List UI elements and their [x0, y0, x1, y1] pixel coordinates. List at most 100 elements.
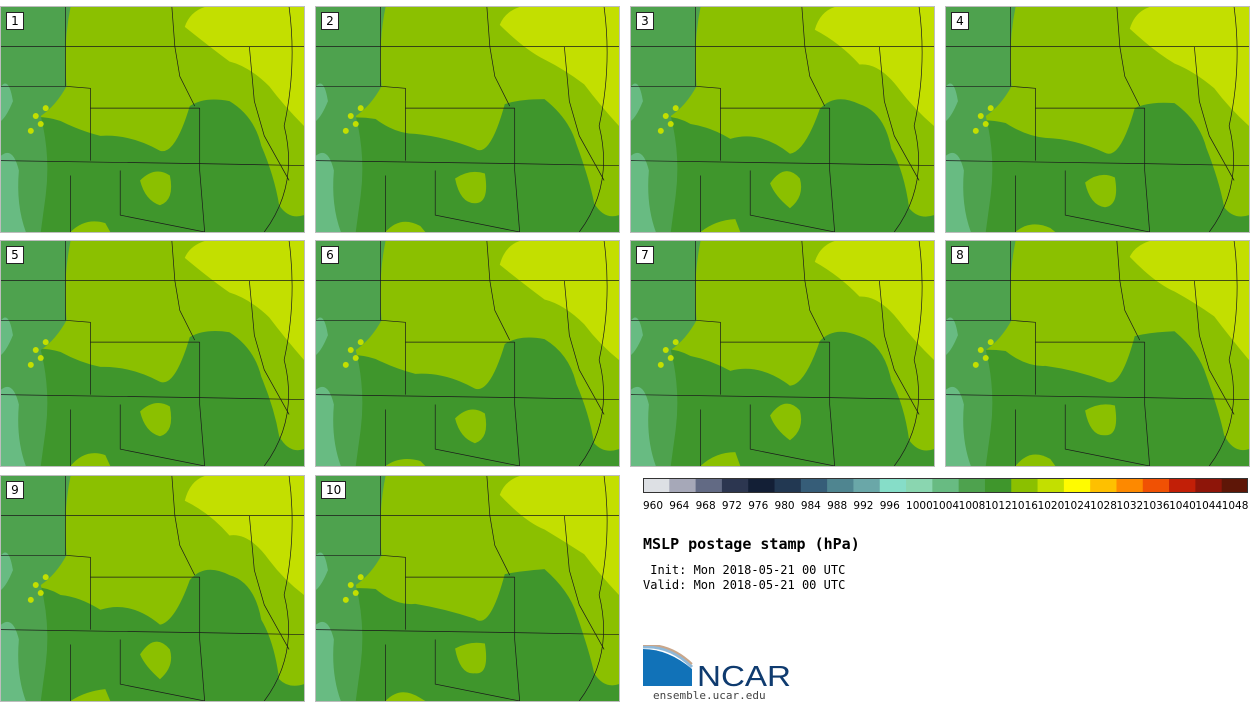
- terrain-light-field: [946, 317, 958, 355]
- state-border: [119, 170, 205, 232]
- state-border: [1194, 46, 1235, 181]
- colorbar-tick-label: 1040: [1169, 500, 1196, 512]
- ensemble-member-panel-3: 3: [630, 6, 935, 233]
- colorbar-tick-label: 1020: [1038, 500, 1065, 512]
- low-pressure-field: [316, 99, 619, 232]
- terrain-light-field: [946, 152, 971, 232]
- colorbar-swatch: [1011, 478, 1039, 493]
- mslp-map: [316, 476, 619, 701]
- state-border: [119, 639, 205, 701]
- state-border: [1010, 241, 1036, 395]
- state-border: [1116, 7, 1141, 107]
- terrain-light-field: [1, 621, 26, 701]
- ensemble-member-panel-1: 1: [0, 6, 305, 233]
- mid-pressure-patch: [385, 221, 426, 232]
- state-border: [1116, 241, 1141, 341]
- terrain-speck: [987, 339, 994, 346]
- terrain-speck: [657, 127, 664, 134]
- colorbar-tick-label: 976: [748, 500, 768, 512]
- mid-pressure-patch: [455, 171, 487, 204]
- state-border: [578, 7, 608, 232]
- terrain-speck: [352, 589, 359, 596]
- colorbar-swatch: [1037, 478, 1065, 493]
- state-border: [564, 280, 605, 415]
- terrain-speck: [352, 354, 359, 361]
- terrain-light-field: [1, 386, 26, 466]
- ncar-logo: NCAR: [643, 645, 791, 689]
- figure-title: MSLP postage stamp (hPa): [643, 535, 860, 553]
- state-border: [514, 342, 521, 466]
- panel-number-label: 6: [321, 246, 339, 264]
- terrain-speck: [672, 339, 679, 346]
- colorbar-swatch: [827, 478, 854, 493]
- high-pressure-field: [1129, 7, 1249, 126]
- state-border: [171, 476, 196, 576]
- terrain-speck: [42, 574, 49, 581]
- low-pressure-field: [631, 99, 934, 232]
- high-pressure-field: [184, 476, 304, 595]
- state-border: [434, 639, 520, 701]
- low-pressure-field: [1, 99, 304, 232]
- terrain-speck: [357, 339, 364, 346]
- colorbar-swatch: [1221, 478, 1248, 493]
- state-border: [578, 241, 608, 466]
- terrain-speck: [347, 347, 354, 354]
- state-border: [263, 241, 293, 466]
- colorbar-swatch: [1116, 478, 1144, 493]
- panel-number-label: 9: [6, 481, 24, 499]
- state-border: [263, 476, 293, 701]
- mid-pressure-patch: [70, 689, 111, 701]
- colorbar-tick-label: 964: [669, 500, 689, 512]
- terrain-speck: [42, 339, 49, 346]
- terrain-light-field: [631, 83, 643, 121]
- state-border: [1010, 7, 1036, 161]
- state-border: [199, 108, 206, 232]
- terrain-light-field: [316, 621, 341, 701]
- terrain-speck: [42, 105, 49, 112]
- colorbar-tick-label: 988: [827, 500, 847, 512]
- terrain-light-field: [316, 152, 341, 232]
- ensemble-member-panel-5: 5: [0, 240, 305, 467]
- state-border: [695, 7, 721, 161]
- colorbar-tick-label: 992: [853, 500, 873, 512]
- mslp-map: [631, 7, 934, 232]
- colorbar-tick-label: 1028: [1090, 500, 1117, 512]
- state-border: [171, 7, 196, 107]
- state-border: [1194, 280, 1235, 415]
- colorbar-swatch: [695, 478, 723, 493]
- state-border: [380, 476, 406, 630]
- colorbar-swatch: [853, 478, 881, 493]
- mid-pressure-patch: [1085, 404, 1117, 436]
- colorbar-swatch: [984, 478, 1012, 493]
- terrain-light-field: [1, 152, 26, 232]
- high-pressure-field: [499, 241, 619, 360]
- colorbar-tick-label: 1000: [906, 500, 933, 512]
- ensemble-member-panel-2: 2: [315, 6, 620, 233]
- mid-pressure-patch: [1085, 174, 1117, 208]
- mid-pressure-patch: [700, 452, 741, 466]
- colorbar-swatch: [774, 478, 802, 493]
- ensemble-member-panel-7: 7: [630, 240, 935, 467]
- mslp-map: [1, 7, 304, 232]
- terrain-speck: [37, 354, 44, 361]
- colorbar-swatch: [669, 478, 697, 493]
- panel-number-label: 2: [321, 12, 339, 30]
- colorbar-swatch: [721, 478, 749, 493]
- init-time: Init: Mon 2018-05-21 00 UTC: [643, 563, 846, 577]
- state-border: [171, 241, 196, 341]
- state-border: [695, 241, 721, 395]
- state-border: [801, 241, 826, 341]
- mid-pressure-patch: [1015, 454, 1056, 466]
- mid-pressure-patch: [70, 221, 111, 232]
- state-border: [514, 108, 521, 232]
- state-border: [829, 108, 836, 232]
- panel-number-label: 5: [6, 246, 24, 264]
- terrain-speck: [347, 113, 354, 120]
- terrain-speck: [667, 354, 674, 361]
- high-pressure-field: [184, 241, 304, 360]
- terrain-speck: [672, 105, 679, 112]
- panel-number-label: 10: [321, 481, 347, 499]
- state-border: [486, 241, 511, 341]
- state-border: [380, 7, 406, 161]
- terrain-light-field: [631, 386, 656, 466]
